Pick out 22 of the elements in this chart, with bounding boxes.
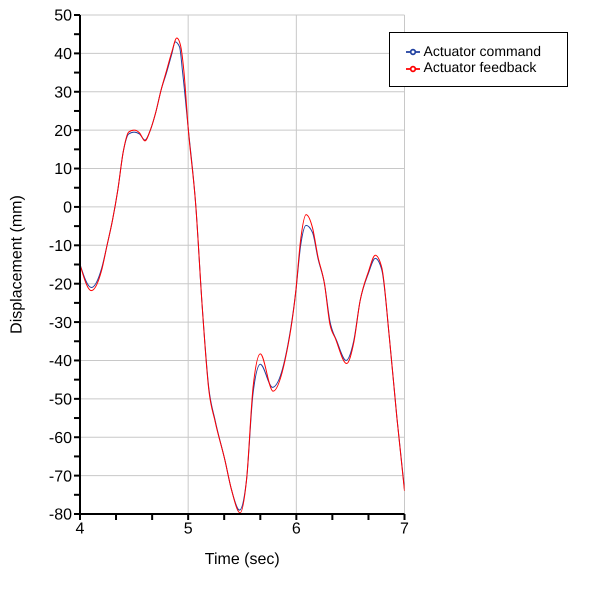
y-tick-label: -80 (48, 506, 72, 524)
y-tick-label: -10 (48, 238, 72, 255)
y-tick-label: 50 (54, 8, 72, 25)
x-tick-label: 6 (292, 520, 301, 538)
legend-label: Actuator feedback (424, 59, 536, 76)
x-axis-title: Time (sec) (204, 551, 280, 568)
y-tick-label: 30 (54, 84, 72, 102)
x-tick-label: 7 (400, 520, 410, 538)
y-tick-label: -70 (48, 468, 72, 486)
y-tick-label: 20 (54, 122, 72, 140)
y-tick-label: 10 (54, 161, 72, 178)
y-tick-label: -60 (48, 430, 72, 447)
y-tick-label: 0 (63, 200, 72, 217)
x-tick-label: 5 (184, 520, 193, 538)
y-tick-label: -30 (48, 314, 72, 332)
y-tick-label: -50 (48, 392, 72, 409)
y-tick-label: 40 (54, 46, 72, 64)
y-tick-label: -40 (48, 353, 72, 370)
y-tick-label: -20 (48, 276, 72, 294)
legend-label: Actuator command (424, 43, 541, 59)
x-tick-label: 4 (76, 520, 85, 538)
y-axis-title: Displacement (mm) (8, 195, 26, 334)
